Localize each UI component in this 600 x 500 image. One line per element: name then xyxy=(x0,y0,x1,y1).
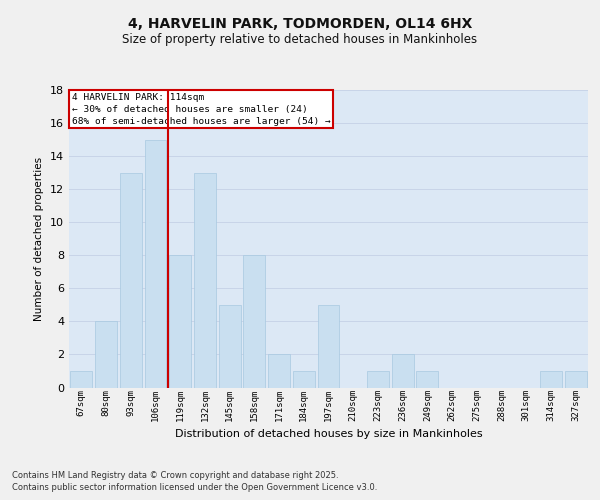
Bar xyxy=(392,354,413,388)
Bar xyxy=(194,172,216,388)
X-axis label: Distribution of detached houses by size in Mankinholes: Distribution of detached houses by size … xyxy=(175,430,482,440)
Bar xyxy=(317,305,340,388)
Text: Contains HM Land Registry data © Crown copyright and database right 2025.: Contains HM Land Registry data © Crown c… xyxy=(12,471,338,480)
Bar xyxy=(169,256,191,388)
Bar xyxy=(416,371,438,388)
Bar xyxy=(367,371,389,388)
Bar xyxy=(293,371,314,388)
Text: Size of property relative to detached houses in Mankinholes: Size of property relative to detached ho… xyxy=(122,32,478,46)
Bar xyxy=(219,305,241,388)
Text: Contains public sector information licensed under the Open Government Licence v3: Contains public sector information licen… xyxy=(12,482,377,492)
Text: 4, HARVELIN PARK, TODMORDEN, OL14 6HX: 4, HARVELIN PARK, TODMORDEN, OL14 6HX xyxy=(128,18,472,32)
Bar xyxy=(268,354,290,388)
Text: 4 HARVELIN PARK: 114sqm
← 30% of detached houses are smaller (24)
68% of semi-de: 4 HARVELIN PARK: 114sqm ← 30% of detache… xyxy=(71,93,331,126)
Bar xyxy=(70,371,92,388)
Y-axis label: Number of detached properties: Number of detached properties xyxy=(34,156,44,321)
Bar xyxy=(95,322,117,388)
Bar xyxy=(565,371,587,388)
Bar xyxy=(540,371,562,388)
Bar xyxy=(120,172,142,388)
Bar xyxy=(145,140,166,388)
Bar xyxy=(244,256,265,388)
